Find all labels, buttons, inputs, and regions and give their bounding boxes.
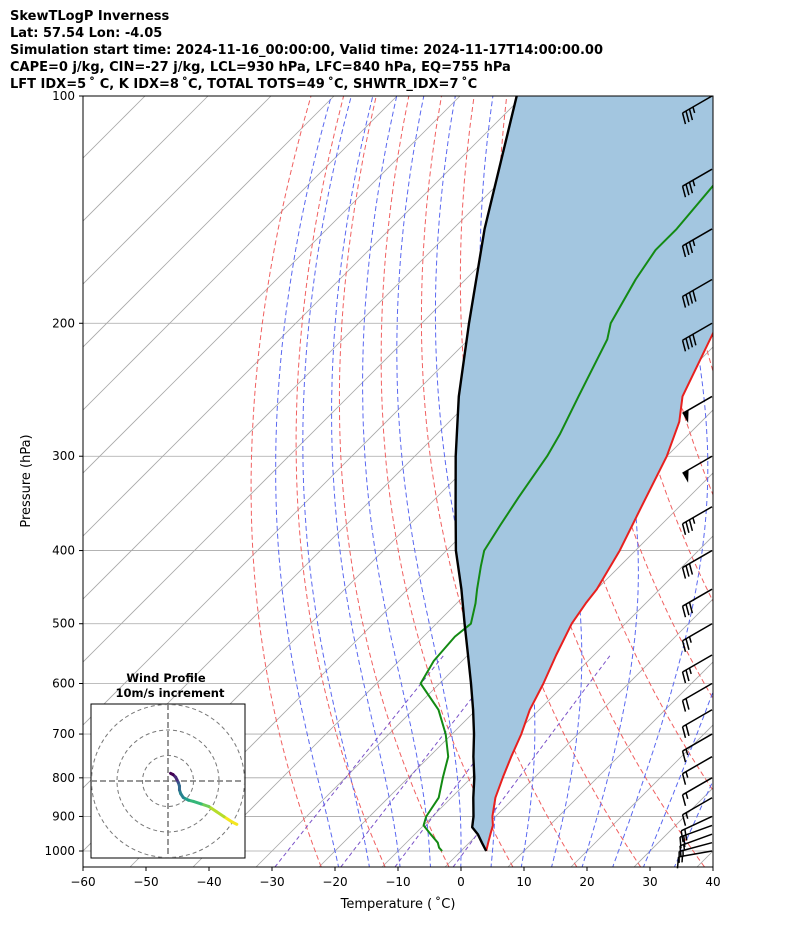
x-tick-label: 0 xyxy=(457,875,465,889)
moist-adiabat xyxy=(302,96,370,867)
y-tick-label: 1000 xyxy=(44,844,75,858)
isotherm xyxy=(318,472,713,867)
x-tick-label: 10 xyxy=(516,875,531,889)
isotherm xyxy=(83,96,461,474)
moist-adiabat xyxy=(362,96,431,867)
isotherm xyxy=(83,96,272,285)
wind-barb xyxy=(681,797,713,826)
wind-barb xyxy=(681,709,713,738)
dry-adiabat xyxy=(295,96,386,867)
moist-adiabat xyxy=(331,96,401,867)
wind-barb xyxy=(681,623,713,652)
chart-title: SkewTLogP Inverness xyxy=(10,9,170,24)
wind-barb xyxy=(681,95,713,125)
y-tick-label: 700 xyxy=(52,727,75,741)
wind-barb xyxy=(681,278,713,308)
wind-barb xyxy=(681,777,713,807)
hodograph-subtitle: 10m/s increment xyxy=(116,686,225,700)
dry-adiabat xyxy=(768,96,794,867)
mixing-ratio-line xyxy=(274,654,445,867)
moist-adiabat xyxy=(275,96,340,867)
axes: −60 −50 −40 −30 −20 −10 0 10 20 30 40 1000 900 800 700… xyxy=(44,89,720,889)
indices-line-2: LFT IDX=5 ˚ C, K IDX=8 ˚C, TOTAL TOTS=49… xyxy=(10,77,478,92)
cin-shade-area xyxy=(455,96,713,851)
x-tick-label: 30 xyxy=(642,875,657,889)
x-tick-label: −60 xyxy=(70,875,95,889)
moist-adiabat xyxy=(642,690,713,867)
isotherm xyxy=(83,96,587,600)
wind-barb xyxy=(681,228,713,258)
hodograph-trace xyxy=(222,815,234,824)
isotherm xyxy=(444,598,713,867)
wind-barb xyxy=(681,654,713,684)
wind-barb xyxy=(681,506,713,535)
isotherm xyxy=(760,96,794,867)
chart-header: SkewTLogP Inverness Lat: 57.54 Lon: -4.0… xyxy=(10,8,603,93)
dry-adiabat xyxy=(497,96,706,867)
isotherm xyxy=(83,96,398,411)
x-tick-label: −40 xyxy=(196,875,221,889)
wind-barb xyxy=(680,815,713,843)
hodograph-trace xyxy=(207,805,218,814)
y-tick-label: 100 xyxy=(52,89,75,103)
x-tick-label: 40 xyxy=(705,875,720,889)
dry-adiabat xyxy=(735,96,794,867)
isotherm xyxy=(83,96,335,348)
isotherm xyxy=(570,724,713,867)
wind-barbs xyxy=(676,95,713,869)
wind-barb xyxy=(681,168,713,198)
moist-adiabat xyxy=(434,96,496,867)
moist-adiabat xyxy=(673,779,713,867)
x-tick-label: 20 xyxy=(579,875,594,889)
wind-barb xyxy=(682,395,713,423)
location-line: Lat: 57.54 Lon: -4.05 xyxy=(10,26,163,41)
moist-adiabat xyxy=(612,96,709,867)
dewpoint-line xyxy=(419,184,713,852)
indices-line-1: CAPE=0 j/kg, CIN=-27 j/kg, LCL=930 hPa, … xyxy=(10,60,511,75)
hodograph-trace xyxy=(214,810,226,819)
temperature-line xyxy=(485,330,713,852)
wind-barb xyxy=(681,733,713,763)
hodograph-trace xyxy=(169,771,175,777)
parcel-line xyxy=(454,96,518,852)
x-axis-label: Temperature ( ˚C) xyxy=(340,896,456,912)
x-tick-label: −10 xyxy=(385,875,410,889)
isotherm xyxy=(83,96,524,537)
wind-barb xyxy=(681,549,713,579)
y-tick-label: 500 xyxy=(52,617,75,631)
wind-barb xyxy=(681,682,713,712)
dry-adiabat xyxy=(702,96,713,203)
y-axis-label: Pressure (hPa) xyxy=(19,434,34,527)
cape-cin-shading xyxy=(455,96,713,851)
wind-barb xyxy=(681,322,713,352)
mixing-ratio-line xyxy=(340,654,506,867)
wind-barb xyxy=(681,588,713,618)
y-tick-label: 600 xyxy=(52,677,75,691)
wind-barb xyxy=(682,455,713,483)
moist-adiabat xyxy=(396,96,462,867)
sounding-profiles xyxy=(419,96,713,852)
x-tick-label: −20 xyxy=(322,875,347,889)
dry-adiabat xyxy=(338,96,450,867)
wind-barb xyxy=(681,756,713,785)
hodograph-title: Wind Profile xyxy=(126,671,206,685)
time-line: Simulation start time: 2024-11-16_00:00:… xyxy=(10,43,603,58)
y-tick-label: 300 xyxy=(52,449,75,463)
x-tick-label: −50 xyxy=(133,875,158,889)
mixing-ratio-line xyxy=(452,654,611,867)
isotherm xyxy=(507,661,713,867)
hodograph-inset: Wind Profile 10m/s increment xyxy=(90,671,246,859)
y-tick-label: 200 xyxy=(52,316,75,330)
x-tick-label: −30 xyxy=(259,875,284,889)
y-tick-label: 900 xyxy=(52,809,75,823)
y-tick-label: 400 xyxy=(52,544,75,558)
dry-adiabat xyxy=(250,96,322,867)
y-tick-label: 800 xyxy=(52,771,75,785)
wind-barb xyxy=(676,850,713,869)
